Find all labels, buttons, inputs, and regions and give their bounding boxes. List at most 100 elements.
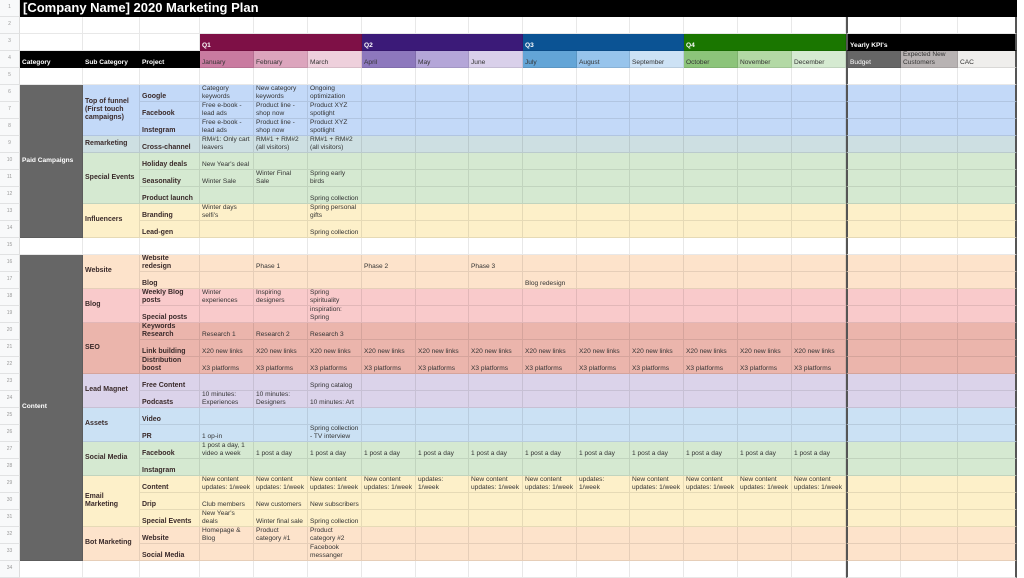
month-cell[interactable]	[523, 527, 577, 544]
month-cell[interactable]: New content updates: 1/week	[738, 476, 792, 493]
row-header[interactable]: 20	[0, 323, 20, 340]
month-cell[interactable]	[684, 255, 738, 272]
month-cell[interactable]	[630, 85, 684, 102]
month-cell[interactable]	[577, 204, 630, 221]
month-cell[interactable]	[630, 510, 684, 527]
empty-cell[interactable]	[523, 561, 577, 578]
empty-cell[interactable]	[901, 68, 958, 85]
month-cell[interactable]: Product XYZ spotlight	[308, 119, 362, 136]
empty-cell[interactable]	[20, 561, 83, 578]
month-cell[interactable]	[738, 374, 792, 391]
kpi-cell[interactable]	[846, 119, 901, 136]
kpi-cell[interactable]	[958, 102, 1017, 119]
month-cell[interactable]	[738, 170, 792, 187]
project-cell[interactable]: Facebook	[140, 442, 200, 459]
month-cell[interactable]	[738, 391, 792, 408]
month-cell[interactable]: Winter Final Sale	[254, 170, 308, 187]
kpi-cell[interactable]	[901, 459, 958, 476]
month-cell[interactable]	[684, 153, 738, 170]
empty-cell[interactable]	[846, 17, 901, 34]
month-cell[interactable]: New customers	[254, 493, 308, 510]
month-cell[interactable]	[577, 306, 630, 323]
row-header[interactable]: 21	[0, 340, 20, 357]
empty-cell[interactable]	[846, 561, 901, 578]
month-cell[interactable]	[469, 391, 523, 408]
empty-cell[interactable]	[83, 238, 140, 255]
month-header-october[interactable]: October	[684, 51, 738, 68]
empty-cell[interactable]	[469, 561, 523, 578]
month-header-august[interactable]: August	[577, 51, 630, 68]
month-cell[interactable]: New Year's deal	[200, 153, 254, 170]
row-header[interactable]: 28	[0, 459, 20, 476]
kpi-cell[interactable]	[958, 323, 1017, 340]
month-cell[interactable]	[362, 425, 416, 442]
month-cell[interactable]: Phase 1	[254, 255, 308, 272]
month-cell[interactable]	[792, 204, 846, 221]
month-cell[interactable]	[469, 85, 523, 102]
project-cell[interactable]: Website redesign	[140, 255, 200, 272]
month-cell[interactable]: Inspiring designers	[254, 289, 308, 306]
month-cell[interactable]	[254, 221, 308, 238]
month-cell[interactable]: Product category #2	[308, 527, 362, 544]
empty-cell[interactable]	[362, 238, 416, 255]
row-header[interactable]: 7	[0, 102, 20, 119]
month-cell[interactable]	[630, 306, 684, 323]
empty-cell[interactable]	[630, 238, 684, 255]
month-cell[interactable]	[523, 306, 577, 323]
kpi-cell[interactable]	[901, 476, 958, 493]
month-cell[interactable]	[684, 102, 738, 119]
month-cell[interactable]	[738, 323, 792, 340]
month-cell[interactable]	[684, 391, 738, 408]
month-cell[interactable]	[684, 544, 738, 561]
month-cell[interactable]	[738, 187, 792, 204]
month-cell[interactable]	[738, 425, 792, 442]
month-cell[interactable]: Winter experiences	[200, 289, 254, 306]
month-cell[interactable]	[630, 170, 684, 187]
month-cell[interactable]	[200, 459, 254, 476]
month-cell[interactable]	[630, 119, 684, 136]
month-cell[interactable]	[416, 391, 469, 408]
month-cell[interactable]: Spring catalog	[308, 374, 362, 391]
kpi-cell[interactable]	[901, 374, 958, 391]
project-cell[interactable]: Product launch	[140, 187, 200, 204]
month-cell[interactable]	[362, 187, 416, 204]
month-cell[interactable]	[684, 493, 738, 510]
month-cell[interactable]	[469, 323, 523, 340]
empty-cell[interactable]	[140, 561, 200, 578]
month-cell[interactable]	[738, 255, 792, 272]
row-header[interactable]: 4	[0, 51, 20, 68]
month-cell[interactable]: Club members	[200, 493, 254, 510]
month-cell[interactable]	[362, 391, 416, 408]
row-header[interactable]: 27	[0, 442, 20, 459]
month-cell[interactable]: New content updates: 1/week	[630, 476, 684, 493]
month-cell[interactable]: New content updates: 1/week	[684, 476, 738, 493]
month-cell[interactable]	[416, 306, 469, 323]
month-cell[interactable]	[254, 272, 308, 289]
empty-cell[interactable]	[308, 68, 362, 85]
month-cell[interactable]: 1 op-in	[200, 425, 254, 442]
row-header[interactable]: 25	[0, 408, 20, 425]
empty-cell[interactable]	[684, 68, 738, 85]
row-header[interactable]: 32	[0, 527, 20, 544]
project-cell[interactable]: Link building	[140, 340, 200, 357]
empty-cell[interactable]	[200, 561, 254, 578]
month-cell[interactable]	[254, 459, 308, 476]
kpi-cell[interactable]	[846, 476, 901, 493]
month-cell[interactable]: Product category #1	[254, 527, 308, 544]
month-cell[interactable]: New Year's deals	[200, 510, 254, 527]
month-cell[interactable]	[362, 527, 416, 544]
month-cell[interactable]	[362, 204, 416, 221]
empty-cell[interactable]	[140, 238, 200, 255]
project-cell[interactable]: Keywords Research	[140, 323, 200, 340]
kpi-cell[interactable]	[958, 255, 1017, 272]
month-cell[interactable]	[684, 119, 738, 136]
month-cell[interactable]: Research 3	[308, 323, 362, 340]
kpi-cell[interactable]	[901, 510, 958, 527]
month-cell[interactable]: Phase 3	[469, 255, 523, 272]
empty-cell[interactable]	[792, 17, 846, 34]
month-cell[interactable]	[200, 544, 254, 561]
kpi-cell[interactable]	[846, 289, 901, 306]
month-cell[interactable]	[469, 221, 523, 238]
month-cell[interactable]	[523, 153, 577, 170]
empty-cell[interactable]	[630, 68, 684, 85]
